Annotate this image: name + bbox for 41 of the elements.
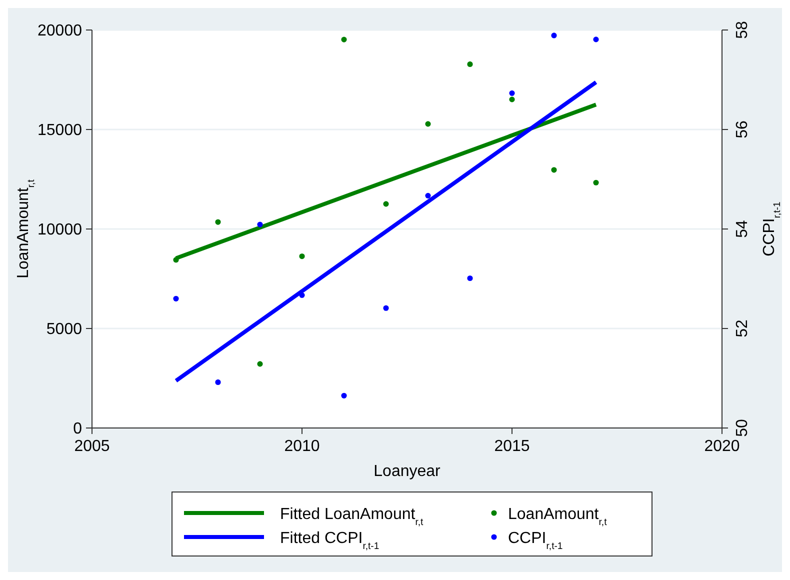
legend-label: CCPI$_{r,t-1}$ xyxy=(508,530,563,552)
point xyxy=(257,222,263,228)
point xyxy=(425,121,431,127)
y-tick-label: 5000 xyxy=(46,321,82,338)
point xyxy=(257,361,263,367)
point xyxy=(341,36,347,42)
x-tick-label: 2005 xyxy=(74,438,110,455)
point xyxy=(383,201,389,207)
y-tick-label: 0 xyxy=(73,420,82,438)
x-tick-label: 2010 xyxy=(284,438,320,455)
x-tick-label: 2015 xyxy=(494,438,530,455)
point xyxy=(425,192,431,198)
y2-tick-label: 54 xyxy=(734,220,752,238)
y2-tick-label: 58 xyxy=(734,21,752,39)
point xyxy=(215,219,221,225)
y2-tick-label: 56 xyxy=(734,120,752,138)
y-tick-label: 20000 xyxy=(38,22,82,40)
point xyxy=(173,257,179,263)
point xyxy=(299,253,305,260)
y2-tick-label: 52 xyxy=(734,320,752,338)
point xyxy=(509,90,515,96)
point xyxy=(299,292,305,298)
legend-label: Fitted LoanAmount$_{r,t}$ xyxy=(280,506,424,528)
point xyxy=(467,61,473,68)
point xyxy=(467,275,473,282)
x-axis-title: Loanyear xyxy=(374,463,442,480)
point xyxy=(383,305,389,311)
point xyxy=(509,96,515,102)
point xyxy=(593,180,599,186)
legend-label: LoanAmount$_{r,t}$ xyxy=(508,506,608,528)
point xyxy=(551,32,557,38)
point xyxy=(173,296,179,302)
y-tick-label: 15000 xyxy=(38,122,82,140)
point xyxy=(341,392,347,398)
point xyxy=(215,379,221,386)
point xyxy=(593,36,599,42)
x-tick-label: 2020 xyxy=(704,438,740,455)
point xyxy=(551,167,557,173)
y-tick-label: 10000 xyxy=(38,222,82,239)
legend-label: Fitted CCPI$_{r,t-1}$ xyxy=(280,530,380,552)
y2-tick-label: 50 xyxy=(734,419,752,437)
